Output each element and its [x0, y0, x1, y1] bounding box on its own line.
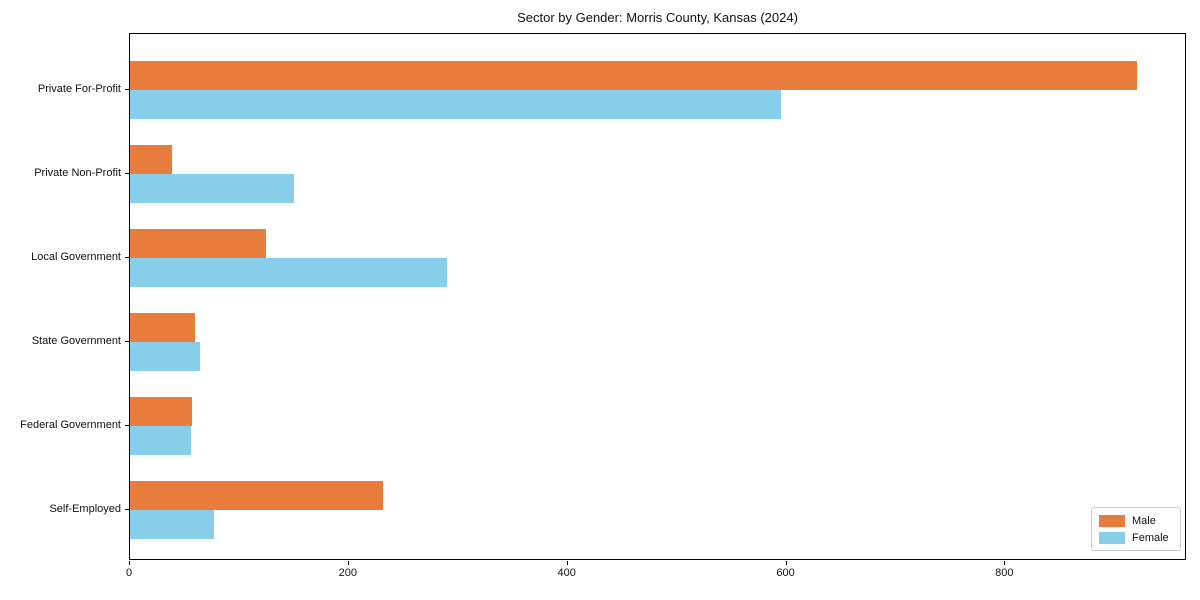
y-tick-mark — [125, 89, 129, 90]
legend-label-male: Male — [1132, 514, 1156, 527]
legend-label-female: Female — [1132, 531, 1169, 544]
bar-male-5 — [130, 397, 192, 426]
bar-female-1 — [130, 90, 781, 119]
bar-male-6 — [130, 481, 383, 510]
y-tick-mark — [125, 341, 129, 342]
x-tick-label: 0 — [125, 567, 133, 579]
y-tick-mark — [125, 173, 129, 174]
legend-item-male: Male — [1099, 514, 1173, 527]
bar-female-5 — [130, 426, 191, 455]
x-tick-mark — [347, 561, 349, 565]
y-tick-label: Local Government — [31, 251, 121, 263]
y-tick-label: Private Non-Profit — [34, 167, 121, 179]
legend-item-female: Female — [1099, 531, 1173, 544]
y-tick-label: Federal Government — [20, 419, 121, 431]
y-tick-label: Private For-Profit — [37, 83, 121, 95]
bar-male-3 — [130, 229, 266, 258]
x-tick-mark — [785, 561, 787, 565]
bar-female-2 — [130, 174, 294, 203]
x-tick-mark — [566, 561, 568, 565]
bar-female-3 — [130, 258, 447, 287]
legend: Male Female — [1091, 507, 1181, 551]
plot-area — [129, 33, 1186, 560]
x-tick-label: 200 — [338, 567, 357, 579]
x-tick-label: 400 — [557, 567, 576, 579]
y-tick-mark — [125, 509, 129, 510]
male-swatch-icon — [1099, 514, 1125, 527]
bar-male-1 — [130, 61, 1137, 90]
x-tick-label: 600 — [776, 567, 795, 579]
x-tick-mark — [129, 561, 130, 565]
y-tick-label: Self-Employed — [49, 503, 121, 515]
bars-container — [130, 34, 1185, 559]
y-tick-mark — [125, 257, 129, 258]
y-tick-mark — [125, 425, 129, 426]
bar-male-2 — [130, 145, 172, 174]
chart-title: Sector by Gender: Morris County, Kansas … — [517, 10, 798, 25]
female-swatch-icon — [1099, 531, 1125, 544]
y-tick-label: State Government — [31, 335, 121, 347]
bar-female-4 — [130, 342, 200, 371]
bar-female-6 — [130, 510, 214, 539]
x-tick-mark — [1004, 561, 1006, 565]
x-tick-label: 800 — [995, 567, 1014, 579]
bar-male-4 — [130, 313, 195, 342]
